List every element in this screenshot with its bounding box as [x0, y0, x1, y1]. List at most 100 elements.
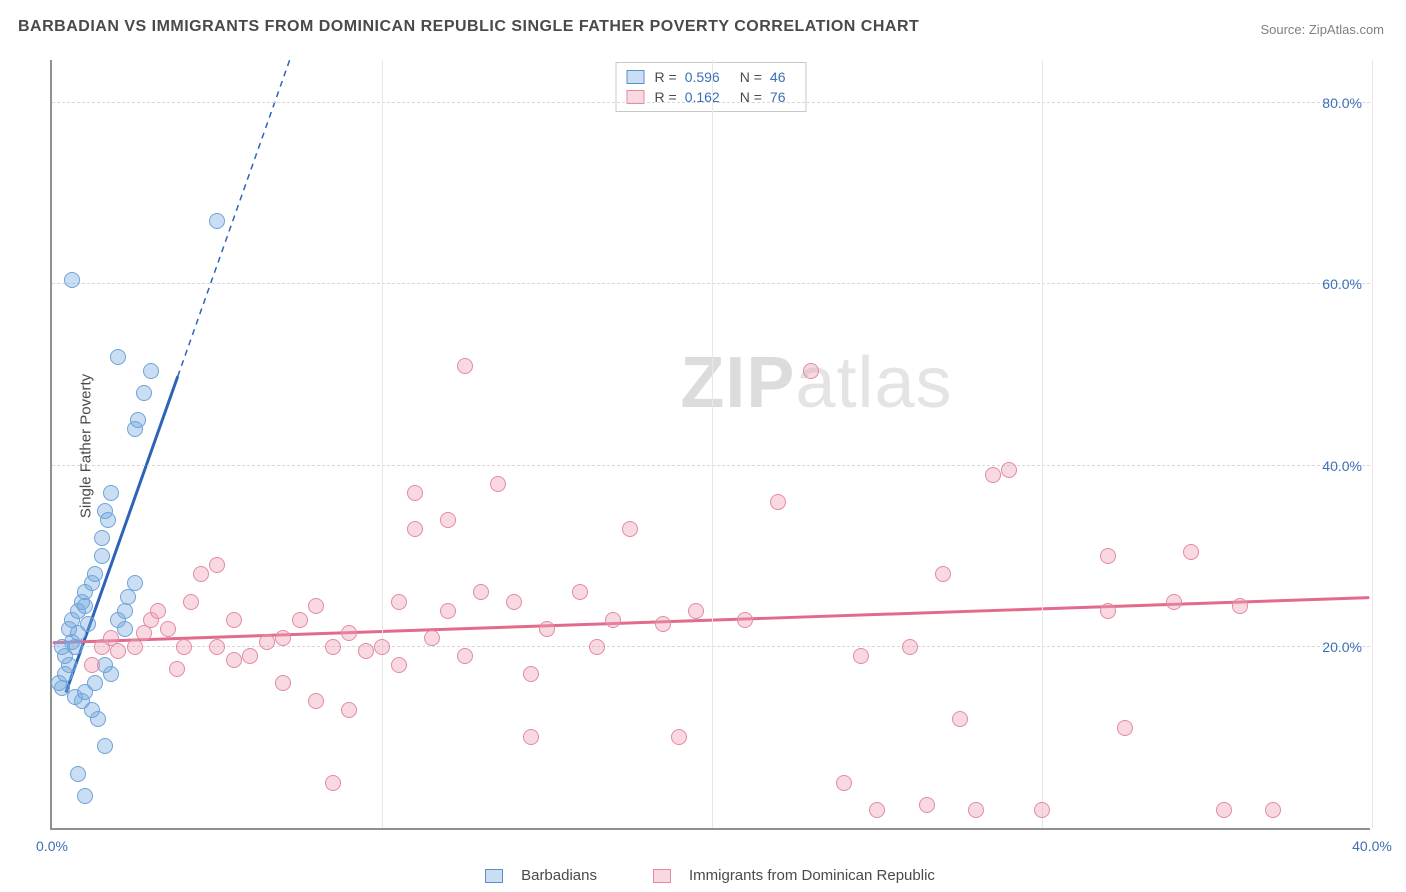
data-point — [572, 584, 588, 600]
data-point — [160, 621, 176, 637]
grid-v — [382, 60, 383, 828]
grid-h — [52, 102, 1370, 103]
legend-swatch-blue-icon — [485, 869, 503, 883]
y-tick-label: 60.0% — [1322, 276, 1362, 292]
data-point — [242, 648, 258, 664]
data-point — [275, 675, 291, 691]
data-point — [440, 603, 456, 619]
data-point — [84, 657, 100, 673]
data-point — [54, 639, 70, 655]
data-point — [853, 648, 869, 664]
data-point — [1100, 548, 1116, 564]
data-point — [70, 766, 86, 782]
data-point — [127, 639, 143, 655]
grid-v — [1372, 60, 1373, 828]
stat-r-label-0: R = — [655, 69, 677, 85]
data-point — [407, 521, 423, 537]
swatch-blue-icon — [627, 70, 645, 84]
data-point — [341, 702, 357, 718]
data-point — [506, 594, 522, 610]
y-tick-label: 80.0% — [1322, 95, 1362, 111]
legend-swatch-pink-icon — [653, 869, 671, 883]
data-point — [87, 566, 103, 582]
data-point — [770, 494, 786, 510]
data-point — [308, 693, 324, 709]
data-point — [407, 485, 423, 501]
data-point — [110, 349, 126, 365]
data-point — [183, 594, 199, 610]
data-point — [226, 612, 242, 628]
data-point — [457, 648, 473, 664]
data-point — [523, 729, 539, 745]
stats-box: R = 0.596 N = 46 R = 0.162 N = 76 — [616, 62, 807, 112]
trend-lines-layer — [52, 60, 1370, 828]
data-point — [391, 594, 407, 610]
data-point — [803, 363, 819, 379]
data-point — [589, 639, 605, 655]
data-point — [1216, 802, 1232, 818]
watermark: ZIPatlas — [680, 342, 952, 424]
legend-bottom: Barbadians Immigrants from Dominican Rep… — [50, 867, 1370, 884]
data-point — [209, 213, 225, 229]
legend-label-0: Barbadians — [521, 867, 597, 884]
watermark-thin: atlas — [795, 343, 952, 423]
y-tick-label: 20.0% — [1322, 639, 1362, 655]
data-point — [671, 729, 687, 745]
data-point — [952, 711, 968, 727]
data-point — [688, 603, 704, 619]
data-point — [1001, 462, 1017, 478]
data-point — [110, 643, 126, 659]
data-point — [77, 788, 93, 804]
data-point — [490, 476, 506, 492]
data-point — [457, 358, 473, 374]
data-point — [374, 639, 390, 655]
data-point — [209, 557, 225, 573]
data-point — [64, 272, 80, 288]
data-point — [440, 512, 456, 528]
data-point — [1100, 603, 1116, 619]
x-tick-label: 0.0% — [36, 838, 68, 854]
stat-n-value-0: 46 — [770, 69, 786, 85]
source-label: Source: ZipAtlas.com — [1260, 22, 1384, 37]
data-point — [1265, 802, 1281, 818]
data-point — [94, 548, 110, 564]
data-point — [325, 775, 341, 791]
data-point — [308, 598, 324, 614]
grid-h — [52, 646, 1370, 647]
stats-row-0: R = 0.596 N = 46 — [627, 67, 796, 87]
data-point — [985, 467, 1001, 483]
data-point — [176, 639, 192, 655]
data-point — [130, 412, 146, 428]
data-point — [473, 584, 489, 600]
data-point — [358, 643, 374, 659]
data-point — [424, 630, 440, 646]
data-point — [275, 630, 291, 646]
data-point — [836, 775, 852, 791]
data-point — [902, 639, 918, 655]
grid-v — [712, 60, 713, 828]
data-point — [136, 385, 152, 401]
data-point — [97, 738, 113, 754]
data-point — [117, 603, 133, 619]
data-point — [935, 566, 951, 582]
data-point — [1183, 544, 1199, 560]
stat-n-label-0: N = — [740, 69, 762, 85]
grid-v — [1042, 60, 1043, 828]
data-point — [169, 661, 185, 677]
data-point — [622, 521, 638, 537]
data-point — [143, 363, 159, 379]
y-tick-label: 40.0% — [1322, 458, 1362, 474]
data-point — [869, 802, 885, 818]
data-point — [193, 566, 209, 582]
data-point — [226, 652, 242, 668]
data-point — [539, 621, 555, 637]
data-point — [523, 666, 539, 682]
data-point — [209, 639, 225, 655]
data-point — [1166, 594, 1182, 610]
data-point — [1232, 598, 1248, 614]
data-point — [737, 612, 753, 628]
watermark-bold: ZIP — [680, 343, 795, 423]
data-point — [1034, 802, 1050, 818]
data-point — [341, 625, 357, 641]
data-point — [292, 612, 308, 628]
